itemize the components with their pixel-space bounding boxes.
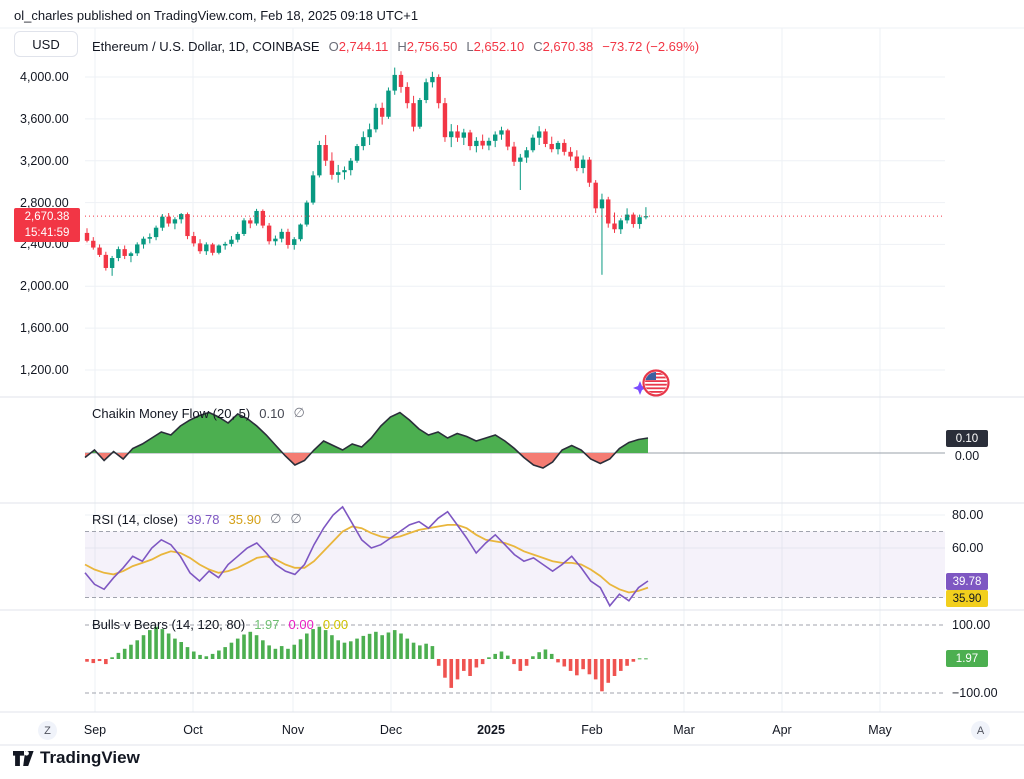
tradingview-logo-text: TradingView: [40, 748, 140, 767]
last-price-value: 2,670.38: [24, 211, 70, 223]
tradingview-footer-link[interactable]: TradingView: [13, 748, 140, 768]
bar-countdown: 15:41:59: [24, 227, 70, 239]
rsi-empty-icon-2: ∅: [290, 511, 302, 526]
cmf-title: Chaikin Money Flow (20, 5): [92, 405, 251, 421]
bvb-value-green: 1.97: [254, 617, 280, 632]
ohlc-high: H2,756.50: [397, 38, 458, 54]
ohlc-close: C2,670.38: [533, 38, 594, 54]
cmf-value-badge: 0.10: [946, 430, 988, 447]
bvb-title: Bulls v Bears (14, 120, 80): [92, 617, 246, 632]
time-axis-label: Apr: [772, 723, 792, 737]
bvb-title-row[interactable]: Bulls v Bears (14, 120, 80) 1.97 0.00 0.…: [92, 617, 348, 632]
cmf-empty-icon: ∅: [293, 405, 305, 420]
rsi-value-badge: 39.78: [946, 573, 988, 590]
ohlc-low: L2,652.10: [466, 38, 525, 54]
time-axis-label: Dec: [379, 723, 403, 737]
time-axis-label: Oct: [183, 723, 203, 737]
price-axis-label: 2,000.00: [20, 279, 69, 294]
byline: ol_charles published on TradingView.com,…: [14, 8, 419, 23]
symbol-title: Ethereum / U.S. Dollar, 1D, COINBASE: [92, 38, 320, 54]
cmf-title-row[interactable]: Chaikin Money Flow (20, 5) 0.10 ∅: [92, 405, 305, 421]
bvb-value-badge: 1.97: [946, 650, 988, 667]
bvb-value-magenta: 0.00: [288, 617, 314, 632]
symbol-title-row[interactable]: Ethereum / U.S. Dollar, 1D, COINBASE O2,…: [92, 37, 699, 55]
price-axis-label: 3,600.00: [20, 111, 69, 126]
rsi-ma-badge: 35.90: [946, 590, 988, 607]
rsi-axis-60: 60.00: [952, 541, 984, 555]
currency-toggle-button[interactable]: USD: [14, 31, 78, 57]
rsi-title: RSI (14, close): [92, 511, 178, 527]
bvb-axis-top: 100.00: [952, 618, 991, 632]
rsi-ma-value: 35.90: [228, 511, 262, 527]
cmf-zero-label: 0.00: [954, 449, 980, 463]
time-axis-label: Nov: [281, 723, 305, 737]
tradingview-logo-icon: [13, 750, 34, 766]
price-axis-label: 1,200.00: [20, 363, 69, 377]
price-axis-label: 4,000.00: [20, 70, 69, 84]
price-axis-label: 2,800.00: [20, 195, 69, 210]
auto-scale-button[interactable]: A: [971, 721, 990, 740]
price-axis-label: 1,600.00: [20, 321, 69, 336]
rsi-empty-icon-1: ∅: [270, 511, 282, 526]
last-price-tag: 2,670.38 15:41:59: [14, 208, 80, 242]
bvb-axis-bottom: −100.00: [952, 686, 998, 700]
time-axis-label: May: [868, 723, 892, 737]
timezone-button[interactable]: Z: [38, 721, 57, 740]
rsi-title-row[interactable]: RSI (14, close) 39.78 35.90 ∅ ∅: [92, 511, 302, 527]
ohlc-open: O2,744.11: [328, 38, 389, 54]
rsi-value: 39.78: [186, 511, 220, 527]
time-axis-label: Feb: [581, 723, 603, 737]
time-axis-label: 2025: [477, 723, 505, 737]
time-axis-label: Sep: [83, 723, 107, 737]
cmf-value: 0.10: [259, 405, 285, 421]
bvb-value-yellow: 0.00: [322, 617, 349, 632]
price-axis-label: 3,200.00: [20, 153, 69, 168]
rsi-axis-80: 80.00: [952, 508, 984, 522]
price-change: −73.72 (−2.69%): [602, 38, 700, 54]
time-axis-label: Mar: [673, 723, 695, 737]
